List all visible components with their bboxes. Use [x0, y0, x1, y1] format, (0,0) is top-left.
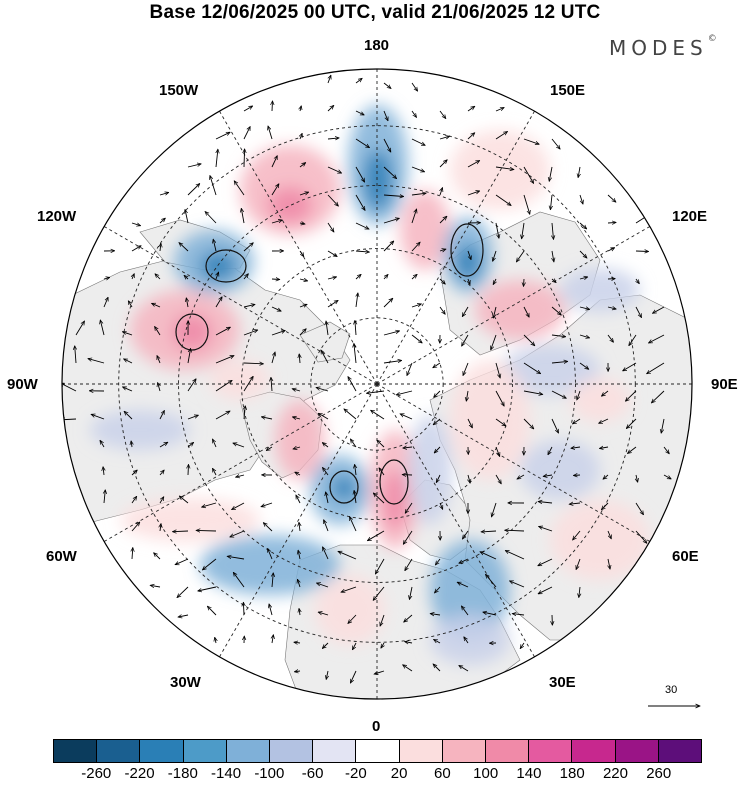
colorbar-tick-label: 180: [560, 765, 585, 782]
colorbar-tick-label: -60: [302, 765, 324, 782]
wind-vector: [196, 530, 216, 531]
lon-label-150w: 150W: [159, 82, 198, 99]
colorbar-tick-label: -140: [211, 765, 241, 782]
colorbar-tick-label: -100: [254, 765, 284, 782]
anomaly-blob: [550, 500, 650, 580]
wind-vector: [244, 149, 245, 167]
wind-vector: [608, 222, 616, 223]
colorbar-swatch: [356, 740, 399, 762]
colorbar-swatch: [140, 740, 183, 762]
lon-label-30w: 30W: [170, 674, 201, 691]
colorbar: [53, 739, 702, 763]
colorbar-tick-label: -260: [81, 765, 111, 782]
lon-label-120e: 120E: [672, 208, 707, 225]
colorbar-swatch: [572, 740, 615, 762]
anomaly-blob: [200, 535, 340, 595]
colorbar-swatch: [616, 740, 659, 762]
lon-label-0: 0: [372, 718, 380, 735]
lon-label-60w: 60W: [46, 548, 77, 565]
lon-label-180: 180: [364, 37, 389, 54]
anomaly-blob: [364, 150, 392, 210]
colorbar-tick-label: 60: [434, 765, 451, 782]
anomaly-blob: [430, 615, 510, 665]
anomaly-blob: [450, 360, 530, 480]
wind-vector: [272, 279, 280, 280]
wind-vector: [636, 251, 649, 252]
anomaly-blob: [332, 476, 356, 500]
colorbar-tick-label: 260: [646, 765, 671, 782]
colorbar-swatch: [659, 740, 701, 762]
wind-vector: [188, 464, 189, 475]
lon-label-90e: 90E: [711, 376, 738, 393]
colorbar-tick-label: 140: [516, 765, 541, 782]
lon-label-120w: 120W: [37, 208, 76, 225]
wind-vector: [243, 602, 244, 615]
colorbar-tick-label: -180: [168, 765, 198, 782]
colorbar-swatch: [486, 740, 529, 762]
colorbar-swatch: [97, 740, 140, 762]
wind-vector: [272, 101, 273, 111]
colorbar-swatch: [227, 740, 270, 762]
colorbar-swatch: [313, 740, 356, 762]
anomaly-blob: [90, 410, 190, 450]
colorbar-tick-label: -20: [345, 765, 367, 782]
lon-label-150e: 150E: [550, 82, 585, 99]
anomaly-blob: [172, 314, 212, 350]
colorbar-swatch: [443, 740, 486, 762]
colorbar-swatch: [529, 740, 572, 762]
anomaly-blob: [315, 575, 385, 645]
colorbar-swatch: [400, 740, 443, 762]
anomaly-blob: [210, 360, 270, 400]
wind-vector: [573, 475, 580, 476]
anomaly-blob: [520, 440, 600, 500]
colorbar-tick-label: 220: [603, 765, 628, 782]
reference-vector-label: 30: [665, 684, 677, 696]
anomaly-blob: [400, 190, 450, 270]
colorbar-tick-label: 20: [391, 765, 408, 782]
anomaly-blob: [268, 187, 312, 223]
colorbar-tick-label: 100: [473, 765, 498, 782]
lon-label-90w: 90W: [7, 376, 38, 393]
anomaly-blob: [570, 378, 630, 422]
anomaly-blob: [560, 268, 640, 312]
colorbar-tick-label: -220: [125, 765, 155, 782]
wind-vector: [524, 279, 525, 286]
lon-label-30e: 30E: [549, 674, 576, 691]
colorbar-swatch: [54, 740, 97, 762]
lon-label-60e: 60E: [672, 548, 699, 565]
anomaly-blob: [456, 244, 480, 280]
colorbar-swatch: [184, 740, 227, 762]
colorbar-swatch: [270, 740, 313, 762]
